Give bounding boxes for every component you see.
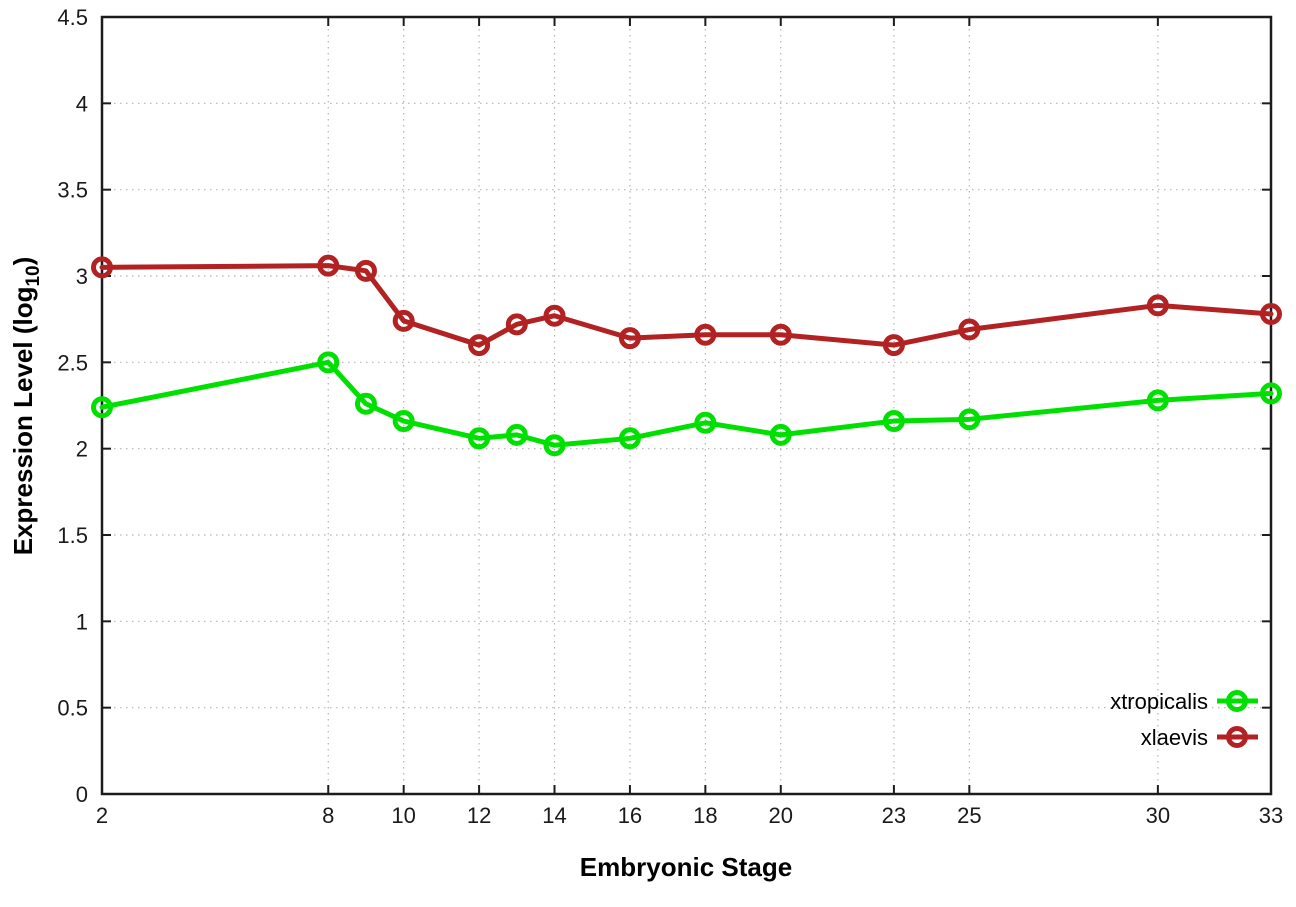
- data-point-xlaevis: [543, 304, 566, 327]
- data-point-xlaevis: [958, 318, 981, 341]
- y-axis-title-close: ): [8, 257, 38, 266]
- series-line-xlaevis: [99, 263, 1274, 348]
- y-tick-label: 3.5: [57, 178, 88, 203]
- data-point-xlaevis: [505, 313, 528, 336]
- x-tick-label: 16: [618, 803, 642, 828]
- y-tick-label: 0.5: [57, 696, 88, 721]
- data-point-xtropicalis: [354, 392, 377, 415]
- x-tick-label: 12: [467, 803, 491, 828]
- x-tick-label: 2: [96, 803, 108, 828]
- x-tick-label: 25: [957, 803, 981, 828]
- x-tick-label: 33: [1259, 803, 1283, 828]
- legend: xtropicalis xlaevis: [1110, 689, 1258, 750]
- data-point-xlaevis: [1146, 294, 1169, 317]
- x-tick-label: 23: [882, 803, 906, 828]
- y-tick-label: 4: [76, 91, 88, 116]
- x-tick-label: 14: [542, 803, 566, 828]
- y-axis-title: Expression Level (log10): [8, 257, 44, 556]
- x-tick-label: 30: [1146, 803, 1170, 828]
- y-tick-label: 2.5: [57, 350, 88, 375]
- data-point-xlaevis: [468, 334, 491, 357]
- y-tick-label: 1.5: [57, 523, 88, 548]
- data-point-xlaevis: [1260, 302, 1282, 325]
- legend-marker-xtropicalis: [1226, 690, 1248, 712]
- series-line-xtropicalis: [99, 359, 1274, 448]
- x-axis-title: Embryonic Stage: [580, 852, 792, 882]
- data-point-xtropicalis: [1260, 382, 1282, 405]
- data-point-xtropicalis: [769, 423, 792, 446]
- data-point-xtropicalis: [958, 408, 981, 431]
- legend-label-xlaevis: xlaevis: [1141, 725, 1208, 750]
- x-tick-label: 10: [391, 803, 415, 828]
- data-point-xlaevis: [694, 323, 717, 346]
- data-point-xlaevis: [91, 256, 113, 279]
- data-point-xlaevis: [354, 259, 377, 282]
- data-series: [91, 254, 1282, 457]
- data-point-xtropicalis: [694, 411, 717, 434]
- data-point-xlaevis: [882, 334, 905, 357]
- data-point-xlaevis: [769, 323, 792, 346]
- data-point-xtropicalis: [882, 410, 905, 433]
- data-point-xtropicalis: [91, 396, 113, 419]
- axis-tick-labels: 2 8 10 12 14 16 18 20 23 25 30 33 0 0.5 1 1.5 2 2.5 3 3.5 4 4…: [57, 5, 1283, 828]
- y-axis-title-main: Expression Level (log: [8, 287, 38, 556]
- y-tick-label: 3: [76, 264, 88, 289]
- data-point-xtropicalis: [317, 351, 340, 374]
- data-point-xlaevis: [618, 327, 641, 350]
- data-point-xlaevis: [317, 254, 340, 277]
- y-tick-label: 4.5: [57, 5, 88, 30]
- data-point-xtropicalis: [543, 434, 566, 457]
- x-tick-label: 8: [322, 803, 334, 828]
- legend-marker-xlaevis: [1226, 726, 1248, 748]
- y-tick-label: 0: [76, 782, 88, 807]
- y-tick-label: 1: [76, 609, 88, 634]
- data-point-xtropicalis: [505, 423, 528, 446]
- y-axis-title-subscript: 10: [23, 265, 44, 286]
- y-tick-label: 2: [76, 437, 88, 462]
- x-tick-label: 20: [769, 803, 793, 828]
- data-point-xtropicalis: [468, 427, 491, 450]
- legend-label-xtropicalis: xtropicalis: [1110, 689, 1208, 714]
- data-point-xtropicalis: [1146, 389, 1169, 412]
- data-point-xtropicalis: [618, 427, 641, 450]
- data-point-xtropicalis: [392, 410, 415, 433]
- data-point-xlaevis: [392, 309, 415, 332]
- x-tick-label: 18: [693, 803, 717, 828]
